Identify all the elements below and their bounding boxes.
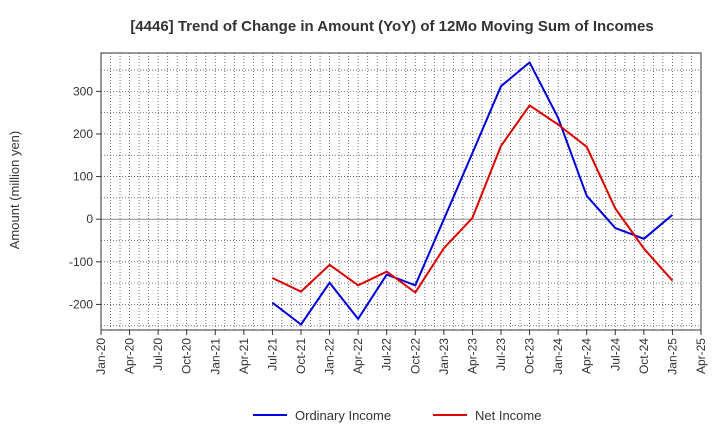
series-line-ordinary-income [271,61,674,326]
x-tick-label: Apr-21 [237,338,251,374]
x-tick-label: Jan-20 [94,338,108,375]
x-tick-label: Apr-22 [351,338,365,374]
y-tick-label: 200 [73,127,93,141]
x-tick-label: Oct-24 [637,338,651,374]
x-tick-label: Jan-23 [437,338,451,375]
x-tick-label: Jan-25 [665,338,679,375]
y-tick-label: 100 [73,170,93,184]
y-tick-label: -200 [69,297,93,311]
x-tick-label: Oct-23 [523,338,537,374]
grid [100,53,702,330]
y-axis-label: Amount (million yen) [7,131,22,250]
x-tick-label: Jul-24 [608,338,622,371]
x-tick-label: Jul-23 [494,338,508,371]
x-tick-label: Apr-24 [580,338,594,374]
x-tick-label: Jan-21 [208,338,222,375]
axes: -200 -100 0 100 200 300 Jan-20 Apr-20 Jul-20 Oct-… [69,52,708,375]
legend: Ordinary Income Net Income [253,408,541,423]
x-tick-label: Jan-22 [323,338,337,375]
plot-frame [100,52,702,331]
x-tick-label: Apr-25 [694,338,708,374]
x-tick-label: Apr-20 [123,338,137,374]
legend-label-net-income: Net Income [475,408,541,423]
x-tick-label: Apr-23 [465,338,479,374]
y-tick-label: 0 [86,212,93,226]
chart-title: [4446] Trend of Change in Amount (YoY) o… [130,18,653,35]
x-tick-label: Oct-21 [294,338,308,374]
legend-label-ordinary-income: Ordinary Income [295,408,391,423]
x-tick-label: Jan-24 [551,338,565,375]
y-tick-label: 300 [73,84,93,98]
x-tick-label: Oct-22 [408,338,422,374]
y-tick-label: -100 [69,255,93,269]
x-tick-label: Jul-21 [265,338,279,371]
x-tick-label: Jul-22 [380,338,394,371]
series-line-net-income [271,104,674,294]
x-tick-label: Oct-20 [180,338,194,374]
x-tick-label: Jul-20 [151,338,165,371]
series-lines [271,61,674,326]
